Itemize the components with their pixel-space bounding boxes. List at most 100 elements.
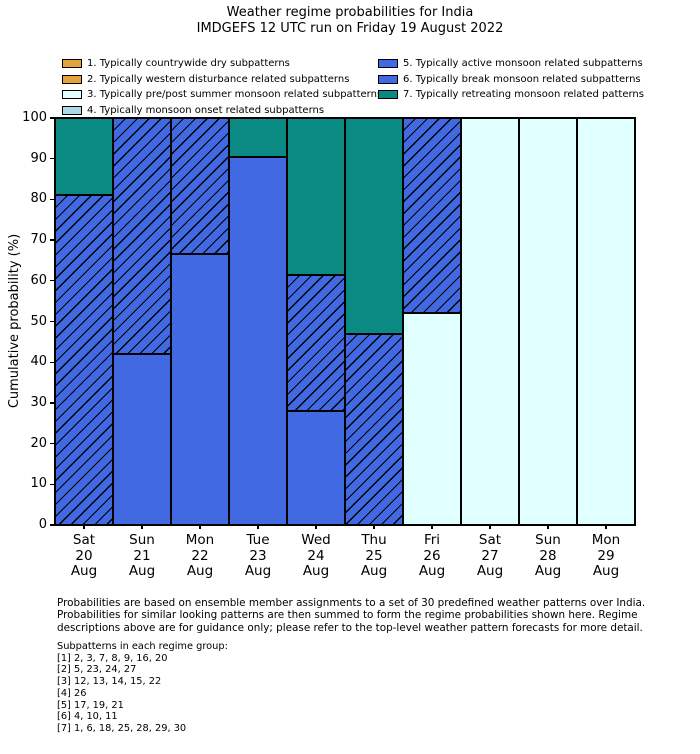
x-tick-label-sun-28: Sun 28 Aug <box>534 532 562 579</box>
x-tick-mark-20 <box>83 525 85 529</box>
bar-segment-regime-6 <box>345 333 403 525</box>
y-tick-mark-100 <box>50 117 54 119</box>
x-tick-mark-25 <box>373 525 375 529</box>
legend-swatch-5-icon <box>378 59 398 68</box>
y-tick-label-100: 100 <box>22 110 47 125</box>
y-tick-mark-70 <box>50 239 54 241</box>
y-tick-mark-40 <box>50 361 54 363</box>
y-tick-label-20: 20 <box>30 435 47 451</box>
footer-line: Probabilities for similar looking patter… <box>57 609 638 622</box>
subpattern-group: [3] 12, 13, 14, 15, 22 <box>57 676 162 688</box>
x-tick-label-sun-21: Sun 21 Aug <box>128 532 156 579</box>
bar-segment-regime-5 <box>171 254 229 525</box>
y-tick-mark-0 <box>50 524 54 526</box>
footer-note: Probabilities are based on ensemble memb… <box>57 597 645 634</box>
bar-sun-21-aug <box>113 118 171 525</box>
x-tick-label-fri-26: Fri 26 Aug <box>418 532 446 579</box>
y-tick-label-90: 90 <box>30 150 47 166</box>
footer-line: descriptions above are for guidance only… <box>57 621 643 634</box>
legend-swatch-7-icon <box>378 90 398 99</box>
bar-thu-25-aug <box>345 118 403 525</box>
subpattern-group: [5] 17, 19, 21 <box>57 699 124 711</box>
x-tick-mark-28 <box>547 525 549 529</box>
y-tick-label-60: 60 <box>30 272 47 288</box>
legend-item-2: 2. Typically western disturbance related… <box>62 72 382 87</box>
bar-fri-26-aug <box>403 118 461 525</box>
legend-swatch-3-icon <box>62 90 82 99</box>
x-tick-mark-26 <box>431 525 433 529</box>
bar-segment-regime-3 <box>577 118 635 525</box>
bar-segment-regime-6 <box>287 274 345 412</box>
chart-title: Weather regime probabilities for India <box>226 5 474 20</box>
bar-sun-28-aug <box>519 118 577 525</box>
x-tick-mark-23 <box>257 525 259 529</box>
bar-segment-regime-7 <box>55 118 113 196</box>
y-tick-mark-80 <box>50 198 54 201</box>
bar-tue-23-aug <box>229 118 287 525</box>
bar-segment-regime-3 <box>403 313 461 525</box>
bar-segment-regime-6 <box>171 118 229 255</box>
y-tick-label-30: 30 <box>30 394 47 410</box>
x-tick-label-sat-20: Sat 20 Aug <box>70 532 98 579</box>
legend-item-3: 3. Typically pre/post summer monsoon rel… <box>62 87 382 102</box>
legend-item-5: 5. Typically active monsoon related subp… <box>378 56 644 71</box>
subpatterns-block: Subpatterns in each regime group: [1] 2,… <box>57 641 228 735</box>
bar-segment-regime-5 <box>287 411 345 525</box>
y-tick-mark-50 <box>50 320 54 323</box>
x-tick-label-wed-24: Wed 24 Aug <box>301 532 331 579</box>
y-tick-mark-10 <box>50 483 54 485</box>
bar-segment-regime-3 <box>519 118 577 525</box>
subpattern-group: [4] 26 <box>57 687 87 699</box>
bar-mon-29-aug <box>577 118 635 525</box>
x-tick-label-mon-22: Mon 22 Aug <box>185 532 215 579</box>
y-tick-label-50: 50 <box>30 313 47 329</box>
y-tick-mark-20 <box>50 442 54 445</box>
legend-label-6: 6. Typically break monsoon related subpa… <box>403 73 641 85</box>
subpattern-group: [7] 1, 6, 18, 25, 28, 29, 30 <box>57 722 187 734</box>
legend-swatch-2-hatched-icon <box>62 74 82 84</box>
y-tick-mark-30 <box>50 402 54 404</box>
bar-wed-24-aug <box>287 118 345 525</box>
bar-segment-regime-6 <box>55 195 113 525</box>
y-tick-mark-60 <box>50 280 54 282</box>
chart-subtitle: IMDGEFS 12 UTC run on Friday 19 August 2… <box>196 21 504 36</box>
legend-column-right: 5. Typically active monsoon related subp… <box>378 56 644 103</box>
subpattern-group: [2] 5, 23, 24, 27 <box>57 664 137 676</box>
x-tick-label-tue-23: Tue 23 Aug <box>244 532 272 579</box>
bar-segment-regime-3 <box>461 118 519 525</box>
legend-label-1: 1. Typically countrywide dry subpatterns <box>87 58 290 69</box>
bar-mon-22-aug <box>171 118 229 525</box>
subpatterns-heading: Subpatterns in each regime group: <box>57 641 228 652</box>
subpattern-group: [6] 4, 10, 11 <box>57 711 118 723</box>
y-tick-label-70: 70 <box>30 232 47 248</box>
bar-segment-regime-7 <box>229 118 287 157</box>
bar-segment-regime-6 <box>403 118 461 314</box>
bar-sat-27-aug <box>461 118 519 525</box>
bar-segment-regime-5 <box>229 156 287 525</box>
x-tick-mark-27 <box>489 525 491 529</box>
bar-segment-regime-7 <box>345 118 403 334</box>
x-tick-label-mon-29: Mon 29 Aug <box>591 532 621 579</box>
legend-item-7: 7. Typically retreating monsoon related … <box>378 87 644 102</box>
legend-label-5: 5. Typically active monsoon related subp… <box>403 58 643 69</box>
x-tick-label-sat-27: Sat 27 Aug <box>476 532 504 579</box>
legend-column-left: 1. Typically countrywide dry subpatterns… <box>62 56 382 118</box>
x-tick-mark-24 <box>315 525 317 529</box>
legend-swatch-4-icon <box>62 105 82 115</box>
bar-segment-regime-5 <box>113 354 171 525</box>
legend-label-4: 4. Typically monsoon onset related subpa… <box>87 104 325 116</box>
bar-sat-20-aug <box>55 118 113 525</box>
plot-area <box>54 117 636 526</box>
x-tick-mark-29 <box>605 525 607 529</box>
bar-segment-regime-7 <box>287 118 345 275</box>
bar-segment-regime-6 <box>113 118 171 355</box>
legend-swatch-1-icon <box>62 59 82 68</box>
x-tick-label-thu-25: Thu 25 Aug <box>360 532 388 579</box>
legend-swatch-6-hatched-icon <box>378 74 398 84</box>
legend-item-4: 4. Typically monsoon onset related subpa… <box>62 103 382 118</box>
y-tick-label-80: 80 <box>30 191 47 207</box>
subpattern-group: [1] 2, 3, 7, 8, 9, 16, 20 <box>57 652 168 664</box>
legend-item-6: 6. Typically break monsoon related subpa… <box>378 72 644 87</box>
legend-label-7: 7. Typically retreating monsoon related … <box>403 89 644 100</box>
